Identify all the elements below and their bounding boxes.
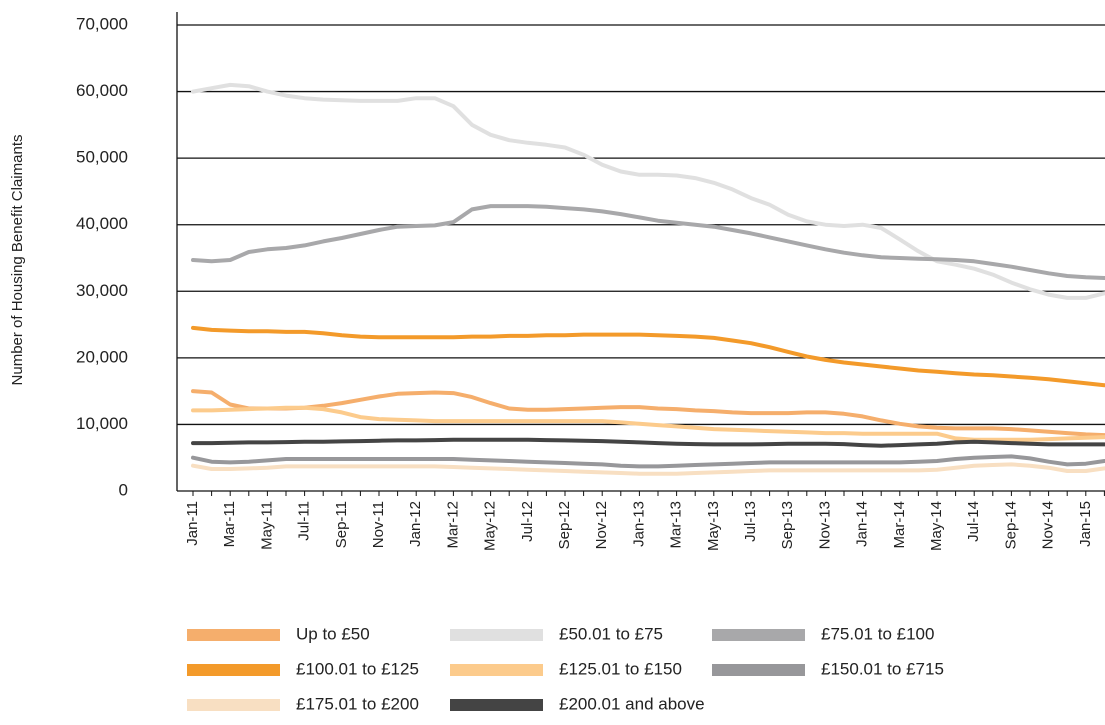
y-tick-label: 60,000: [76, 81, 128, 100]
x-tick-label: Sep-14: [1002, 501, 1019, 549]
x-tick-label: Mar-11: [221, 501, 238, 547]
y-tick-label: 0: [119, 480, 128, 499]
legend-swatch: [712, 664, 805, 676]
legend-label: £200.01 and above: [559, 694, 705, 713]
x-tick-label: Nov-11: [370, 501, 387, 548]
x-tick-label: May-11: [258, 501, 275, 550]
legend-swatch: [187, 699, 280, 711]
x-tick-label: Sep-12: [556, 501, 573, 549]
x-tick-label: Mar-13: [668, 501, 685, 549]
x-tick-label: Jul-12: [519, 501, 536, 542]
x-tick-label: Jan-14: [854, 501, 871, 547]
x-tick-label: Mar-14: [891, 501, 908, 549]
x-tick-label: Jan-15: [1077, 501, 1094, 547]
series-line: [191, 82, 1105, 300]
series-line: [191, 325, 1105, 388]
legend-swatch: [187, 629, 280, 641]
x-tick-label: Jul-11: [296, 501, 313, 541]
x-tick-label: Jul-14: [965, 501, 982, 542]
x-tick-label: May-13: [705, 501, 722, 551]
y-tick-label: 40,000: [76, 214, 128, 233]
x-tick-label: Mar-12: [444, 501, 461, 549]
x-tick-label: Nov-12: [593, 501, 610, 549]
x-tick-label: Jan-11: [184, 501, 201, 546]
y-tick-label: 30,000: [76, 281, 128, 300]
series-line: [191, 389, 1105, 438]
legend-label: £125.01 to £150: [559, 659, 682, 678]
legend-label: £50.01 to £75: [559, 624, 663, 643]
series-line: [191, 462, 1105, 476]
x-tick-label: Jul-13: [742, 501, 759, 542]
y-axis-title: Number of Housing Benefit Claimants: [9, 135, 26, 386]
legend-swatch: [450, 664, 543, 676]
x-tick-label: Jan-12: [407, 501, 424, 547]
legend-swatch: [450, 629, 543, 641]
x-tick-label: Sep-11: [333, 501, 350, 548]
y-tick-label: 10,000: [76, 414, 128, 433]
legend-label: £100.01 to £125: [296, 659, 419, 678]
x-tick-label: May-12: [482, 501, 499, 551]
legend-swatch: [450, 699, 543, 711]
series-line: [191, 454, 1105, 469]
y-tick-label: 70,000: [76, 14, 128, 33]
y-tick-label: 20,000: [76, 347, 128, 366]
y-tick-label: 50,000: [76, 148, 128, 167]
legend-label: £150.01 to £715: [821, 659, 944, 678]
series-line: [191, 204, 1105, 280]
legend-label: Up to £50: [296, 624, 370, 643]
series-line: [191, 405, 1105, 442]
x-tick-label: Nov-14: [1040, 501, 1057, 549]
x-tick-label: May-14: [928, 501, 945, 551]
x-tick-label: Jan-13: [630, 501, 647, 547]
series-line: [191, 437, 1105, 448]
x-tick-label: Nov-13: [816, 501, 833, 549]
x-tick-label: Sep-13: [779, 501, 796, 549]
legend-label: £75.01 to £100: [821, 624, 934, 643]
legend-swatch: [187, 664, 280, 676]
legend-swatch: [712, 629, 805, 641]
legend-label: £175.01 to £200: [296, 694, 419, 713]
